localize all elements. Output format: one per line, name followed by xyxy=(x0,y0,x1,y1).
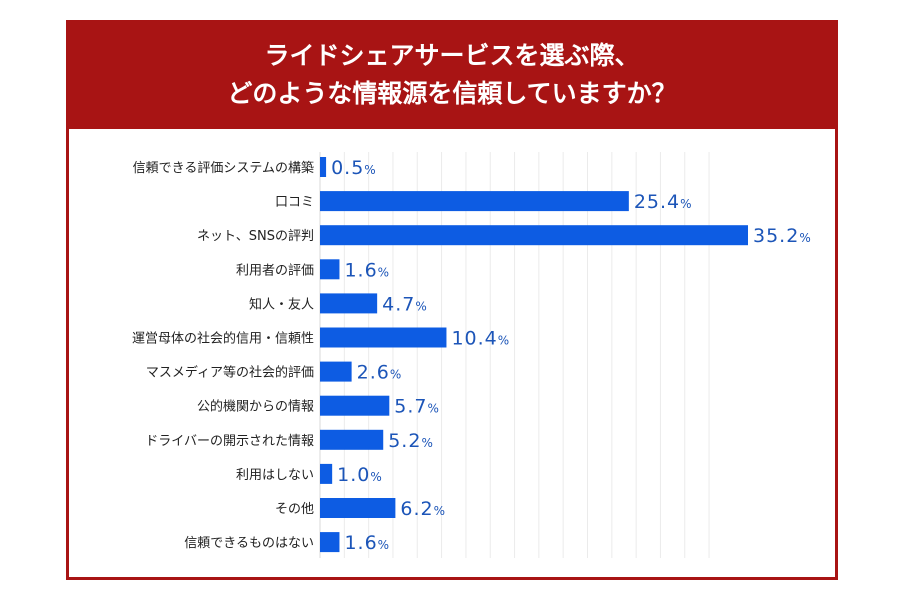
value-label: 1.6% xyxy=(344,259,390,281)
title-line-1: ライドシェアサービスを選ぶ際、 xyxy=(264,41,640,70)
bar xyxy=(320,157,327,177)
value-label: 4.7% xyxy=(382,293,428,315)
chart-title: ライドシェアサービスを選ぶ際、 どのような情報源を信頼していますか？ xyxy=(69,23,835,129)
value-label: 10.4% xyxy=(451,328,510,350)
bar xyxy=(320,532,340,553)
unit-label: % xyxy=(421,436,433,450)
value-label: 5.2% xyxy=(388,430,434,452)
category-label: 運営母体の社会的信用・信頼性 xyxy=(132,331,314,347)
bar xyxy=(320,361,352,382)
bar xyxy=(320,293,378,314)
unit-label: % xyxy=(428,402,440,416)
unit-label: % xyxy=(434,504,446,518)
category-label: 公的機関からの情報 xyxy=(197,399,314,415)
category-label: 利用はしない xyxy=(236,468,314,483)
bar xyxy=(320,259,340,280)
category-label: 口コミ xyxy=(275,195,314,210)
title-line-2: どのような情報源を信頼していますか？ xyxy=(227,79,677,108)
bar xyxy=(320,429,384,450)
unit-label: % xyxy=(364,163,376,177)
value-label: 6.2% xyxy=(400,498,446,520)
unit-label: % xyxy=(680,197,692,211)
unit-label: % xyxy=(415,299,427,313)
category-label: 信頼できるものはない xyxy=(184,536,314,551)
value-label: 5.7% xyxy=(394,396,440,418)
unit-label: % xyxy=(390,368,402,382)
unit-label: % xyxy=(378,265,390,279)
unit-label: % xyxy=(799,231,811,245)
unit-label: % xyxy=(378,538,390,552)
bar xyxy=(320,225,748,246)
value-label: 25.4% xyxy=(634,191,693,213)
unit-label: % xyxy=(498,334,510,348)
unit-label: % xyxy=(370,470,382,484)
category-label: 知人・友人 xyxy=(249,296,314,312)
bar xyxy=(320,395,390,416)
bar xyxy=(320,463,333,484)
bar xyxy=(320,191,629,212)
value-label: 1.0% xyxy=(337,464,383,486)
category-label: 信頼できる評価システムの構築 xyxy=(133,161,314,176)
value-label: 2.6% xyxy=(357,362,403,384)
bar xyxy=(320,498,396,518)
value-label: 35.2% xyxy=(753,225,812,247)
value-label: 1.6% xyxy=(344,532,390,554)
category-label: ドライバーの開示された情報 xyxy=(145,434,314,449)
category-label: ネット、SNSの評判 xyxy=(197,229,314,244)
value-label: 0.5% xyxy=(331,157,377,179)
category-label: 利用者の評価 xyxy=(236,263,314,278)
bar xyxy=(320,327,447,348)
category-label: その他 xyxy=(275,502,314,517)
category-label: マスメディア等の社会的評価 xyxy=(146,365,314,381)
